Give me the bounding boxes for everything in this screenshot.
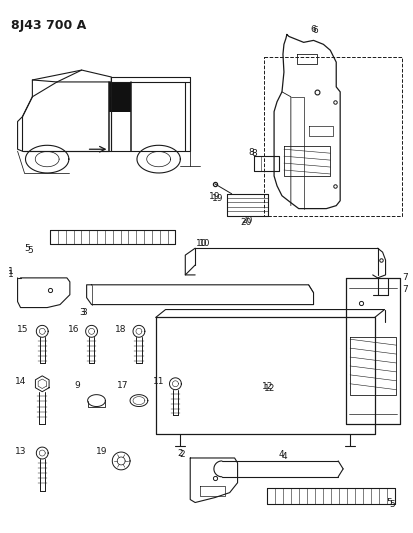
Text: 1: 1 <box>8 270 14 279</box>
Text: 4: 4 <box>278 449 284 458</box>
Text: 3: 3 <box>81 308 87 317</box>
Text: 14: 14 <box>15 377 26 386</box>
Text: 11: 11 <box>153 377 164 386</box>
Text: 12: 12 <box>263 384 275 393</box>
Text: 12: 12 <box>261 382 273 391</box>
Text: 5: 5 <box>389 500 395 509</box>
Text: 20: 20 <box>241 218 252 227</box>
Text: 20: 20 <box>242 216 253 225</box>
Text: 3: 3 <box>79 308 85 317</box>
Text: 5: 5 <box>28 246 33 255</box>
Text: 10: 10 <box>199 239 211 248</box>
Polygon shape <box>109 82 131 111</box>
Text: 1: 1 <box>8 268 14 277</box>
Text: 6: 6 <box>313 26 318 35</box>
Text: 2: 2 <box>178 449 183 457</box>
Text: 7: 7 <box>402 273 408 282</box>
Text: 19: 19 <box>209 192 221 201</box>
Text: 9: 9 <box>74 381 80 390</box>
Text: 15: 15 <box>17 325 28 334</box>
Text: 5: 5 <box>387 498 392 507</box>
Text: 7: 7 <box>402 285 408 294</box>
Text: 19: 19 <box>96 447 107 456</box>
Text: 6: 6 <box>311 25 316 34</box>
Text: 10: 10 <box>196 239 208 248</box>
Text: 13: 13 <box>15 447 26 456</box>
Text: 18: 18 <box>115 325 127 334</box>
Text: 8: 8 <box>249 148 254 157</box>
Text: 2: 2 <box>180 449 185 458</box>
Text: 17: 17 <box>117 381 129 390</box>
Text: 16: 16 <box>68 325 80 334</box>
Text: 4: 4 <box>281 451 287 461</box>
Text: 8: 8 <box>252 149 257 158</box>
Text: 5: 5 <box>24 244 30 253</box>
Text: 8J43 700 A: 8J43 700 A <box>11 19 86 31</box>
Text: 19: 19 <box>212 194 223 203</box>
